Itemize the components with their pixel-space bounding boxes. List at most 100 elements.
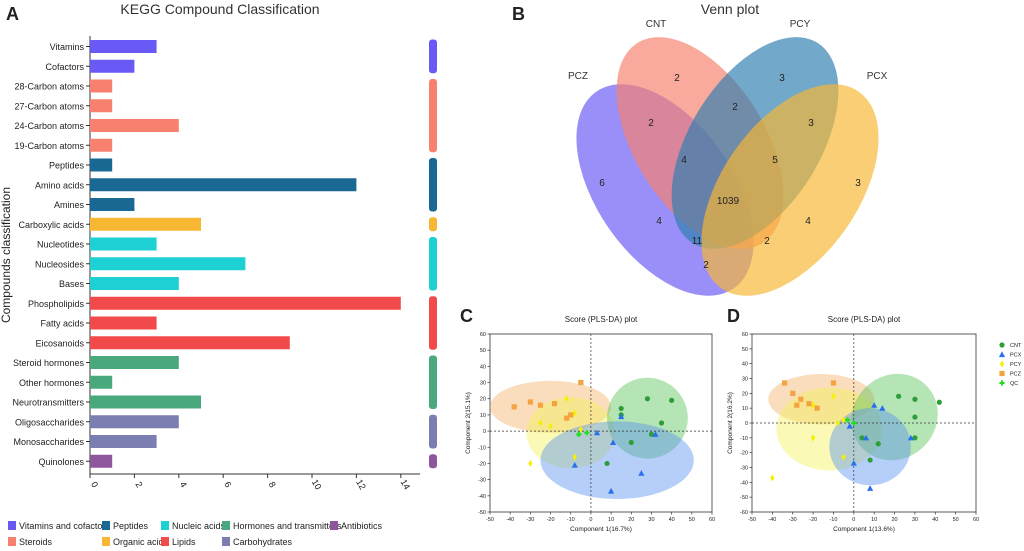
pls-ytick-label: 20: [480, 397, 486, 403]
pls-point: [604, 460, 610, 467]
kegg-bar: [90, 237, 157, 251]
kegg-category-label: Neurotransmitters: [12, 398, 84, 408]
venn-region-count: 4: [681, 155, 687, 166]
kegg-legend-label: Vitamins and cofactors: [19, 521, 110, 531]
kegg-legend-label: Steroids: [19, 537, 53, 547]
pls-point: [810, 401, 816, 409]
kegg-xtick-label: 8: [267, 480, 278, 489]
pls-point: [610, 439, 617, 446]
pls-legend-symbol: [998, 351, 1006, 358]
pls-xtick-label: 50: [953, 517, 959, 523]
pls-xtick-label: 0: [589, 517, 592, 523]
kegg-bars: Vitamins Cofactors 28-Carbon atoms 27-Carbo…: [8, 39, 437, 547]
pls-point: [770, 474, 775, 482]
kegg-xtick-label: 2: [133, 480, 144, 489]
kegg-group-bar: [429, 454, 437, 469]
pls-xtick-label: 40: [669, 517, 675, 523]
pls-ytick-label: 50: [742, 347, 748, 353]
pls-point: [806, 401, 812, 407]
venn-region-count: 4: [805, 216, 811, 227]
pls-point: [936, 399, 942, 405]
pls-xtick-label: 20: [891, 517, 897, 523]
panel-b: B Venn plot PCZ CNT PCY PCX 6 2 3 3 2 2 3 4 5 1039 4 4 1…: [512, 1, 888, 296]
pls-point: [618, 413, 625, 420]
kegg-category-label: Fatty acids: [40, 319, 84, 329]
pls-point: [835, 419, 840, 427]
venn-diagram: PCZ CNT PCY PCX 6 2 3 3 2 2 3 4 5 1039 4 4 11 2 2: [568, 19, 888, 296]
kegg-legend-label: Hormones and transmitters: [233, 521, 342, 531]
pls-point: [576, 431, 582, 437]
pls-point: [867, 485, 874, 491]
pls-xlabel: Component 1(13.6%): [833, 526, 895, 533]
kegg-xtick-label: 0: [89, 480, 100, 489]
pls-ytick-label: -10: [740, 436, 748, 442]
pls-point: [528, 459, 533, 468]
kegg-category-label: Peptides: [49, 161, 85, 171]
kegg-group-bar: [429, 237, 437, 291]
pls-point: [593, 429, 601, 436]
pls-point: [841, 416, 846, 424]
kegg-legend-swatch: [102, 537, 110, 546]
kegg-group-bar: [429, 79, 437, 153]
kegg-bar: [90, 296, 401, 310]
pls-xtick-label: -30: [789, 517, 797, 523]
pls-da-plot-c: Score (PLS-DA) plot -50 -40 -30 -20 -10 0 10 20 3…: [465, 315, 715, 533]
pls-ytick-label: 0: [745, 421, 748, 427]
pls-ylabel: Component 2(15.1%): [465, 392, 472, 454]
pls-xtick-label: -50: [748, 517, 756, 523]
pls-ellipse: [768, 374, 875, 425]
pls-point: [648, 431, 655, 437]
kegg-legend-swatch: [102, 521, 110, 530]
pls-point: [879, 405, 886, 411]
kegg-bar: [90, 217, 201, 231]
venn-region-count: 1039: [717, 196, 740, 207]
kegg-bar: [90, 375, 113, 389]
pls-ellipse: [490, 380, 612, 433]
kegg-bar: [90, 277, 179, 290]
pls-xtick-label: 50: [689, 517, 695, 523]
kegg-category-label: Quinolones: [38, 457, 84, 467]
venn-set-label: PCX: [867, 71, 888, 82]
pls-ytick-label: -50: [478, 510, 486, 516]
pls-point: [814, 405, 820, 411]
pls-legend-symbol: [999, 380, 1005, 386]
pls-point: [618, 405, 624, 412]
pls-point: [564, 415, 570, 421]
pls-xtick-label: -40: [506, 517, 514, 523]
kegg-xtick-label: 4: [178, 480, 189, 489]
pls-ellipses: [768, 373, 938, 486]
pls-xtick-label: 0: [852, 517, 855, 523]
panel-c: C Score (PLS-DA) plot -50 -40 -30 -20 -10 0 10 2…: [460, 306, 715, 533]
pls-da-plot-d: Score (PLS-DA) plot -50 -40 -30 -20 -10 0 10 20 3…: [727, 315, 979, 533]
kegg-bar: [90, 178, 357, 192]
pls-point: [578, 379, 584, 386]
pls-point: [859, 435, 865, 441]
kegg-xtick-label: 6: [222, 480, 233, 489]
kegg-bar: [90, 158, 113, 172]
pls-point: [912, 435, 918, 441]
kegg-legend-swatch: [8, 537, 16, 546]
venn-region-count: 4: [656, 216, 662, 227]
pls-point: [537, 402, 544, 408]
kegg-bar: [90, 454, 113, 468]
venn-set-label: PCZ: [568, 71, 588, 82]
pls-point: [850, 459, 857, 466]
pls-ellipse: [829, 408, 911, 486]
kegg-category-label: Eicosanoids: [35, 338, 84, 348]
pls-points: [770, 380, 942, 491]
pls-legend-symbol: [999, 342, 1005, 348]
pls-xtick-label: 10: [608, 517, 614, 523]
kegg-group-bar: [429, 414, 437, 449]
venn-region-count: 11: [692, 236, 703, 247]
pls-point: [841, 453, 846, 461]
pls-ytick-label: -40: [740, 480, 748, 486]
venn-region-count: 3: [808, 118, 814, 129]
pls-point: [862, 434, 870, 441]
pls-legend-label: PCX: [1010, 353, 1022, 359]
pls-point: [846, 422, 853, 429]
panel-label-a: A: [6, 4, 19, 24]
pls-point: [638, 470, 645, 476]
pls-xtick-label: 40: [932, 517, 938, 523]
kegg-group-bar: [429, 296, 437, 350]
pls-xlabel: Component 1(16.7%): [570, 526, 632, 533]
